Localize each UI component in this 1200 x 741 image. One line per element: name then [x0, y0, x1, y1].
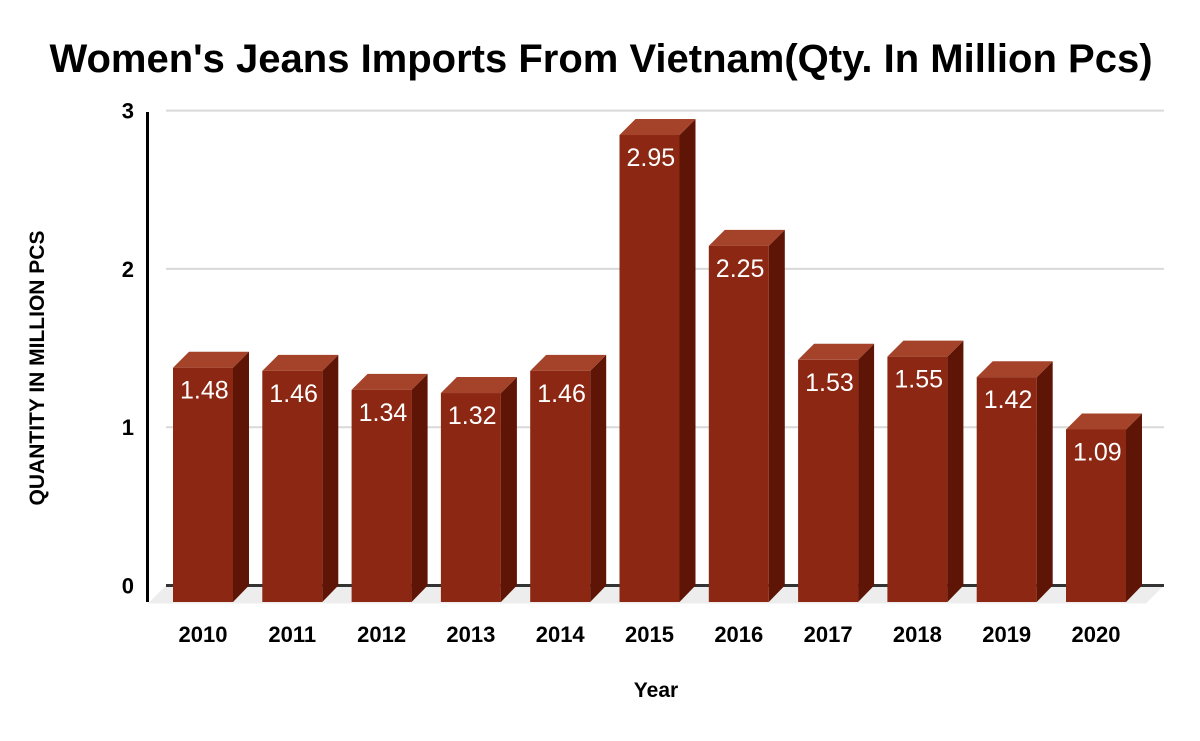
- bar-top-face: [173, 351, 249, 368]
- bar-value-label: 1.09: [1073, 438, 1122, 466]
- bar-value-label: 1.55: [894, 366, 943, 394]
- bar-value-label: 1.34: [359, 399, 408, 427]
- bar-side-face: [947, 340, 964, 602]
- bar-front-face: [798, 359, 859, 602]
- bar-front-face: [887, 356, 948, 602]
- x-axis-label-2020: 2020: [1072, 622, 1121, 647]
- bar-top-face: [798, 343, 875, 360]
- bar-top-face: [530, 354, 607, 371]
- bar-front-face: [708, 245, 769, 602]
- x-axis-label-2016: 2016: [714, 622, 763, 647]
- bar-value-label: 1.48: [180, 377, 229, 405]
- bar-side-face: [411, 373, 428, 602]
- bar-front-face: [351, 389, 412, 602]
- x-axis-title: Year: [634, 679, 678, 702]
- y-tick-label-3: 3: [122, 99, 134, 124]
- bar-top-face: [887, 340, 964, 357]
- bar-side-face: [233, 351, 249, 602]
- x-axis-label-2014: 2014: [536, 622, 586, 647]
- bar-front-face: [619, 135, 680, 602]
- bar-value-label: 1.32: [448, 402, 497, 430]
- chart-title: Women's Jeans Imports From Vietnam(Qty. …: [49, 37, 1152, 81]
- y-tick-label-0: 0: [122, 574, 134, 599]
- bar-2017: 1.53: [798, 343, 875, 602]
- bar-front-face: [976, 377, 1037, 602]
- bar-2013: 1.32: [440, 377, 517, 602]
- x-axis-label-2010: 2010: [179, 622, 228, 647]
- bar-2014: 1.46: [530, 354, 607, 602]
- x-axis-label-2012: 2012: [357, 622, 406, 647]
- bar-top-face: [262, 354, 339, 371]
- bar-side-face: [858, 343, 875, 602]
- bar-front-face: [262, 370, 323, 602]
- bar-series: 1.48 1.46 1.34 1.32 1.46 2.95 2.25 1.53 1.55 1.42…: [173, 119, 1142, 602]
- bar-side-face: [768, 229, 785, 602]
- y-axis-tick-labels: 0 1 2 3: [122, 99, 134, 599]
- bar-side-face: [500, 377, 517, 602]
- bar-side-face: [322, 354, 339, 602]
- x-axis-label-2015: 2015: [625, 622, 674, 647]
- bar-2010: 1.48: [173, 351, 249, 602]
- bar-2018: 1.55: [887, 340, 964, 602]
- bar-2019: 1.42: [976, 361, 1053, 602]
- bar-top-face: [976, 361, 1053, 378]
- bar-side-face: [679, 119, 696, 602]
- bar-top-face: [708, 229, 785, 246]
- bar-side-face: [1036, 361, 1053, 602]
- bar-front-face: [440, 393, 501, 602]
- bar-value-label: 1.46: [537, 380, 586, 408]
- bar-2020: 1.09: [1066, 413, 1142, 602]
- x-axis-labels: 2010 2011 2012 2013 2014 2015 2016 2017 2018 2019…: [179, 622, 1121, 647]
- bar-front-face: [530, 370, 591, 602]
- bar-side-face: [1126, 413, 1142, 602]
- bar-top-face: [440, 377, 517, 394]
- bar-value-label: 2.25: [716, 255, 765, 283]
- bar-front-face: [173, 367, 233, 602]
- x-axis-label-2019: 2019: [982, 622, 1031, 647]
- bar-top-face: [1066, 413, 1142, 430]
- y-axis-title: QUANTITY IN MILLION PCS: [26, 231, 49, 506]
- bar-2012: 1.34: [351, 373, 428, 602]
- bar-side-face: [590, 354, 607, 602]
- bar-2015: 2.95: [619, 119, 696, 602]
- bar-top-face: [351, 373, 428, 390]
- bar-value-label: 1.46: [269, 380, 318, 408]
- y-tick-label-2: 2: [122, 257, 134, 282]
- x-axis-label-2018: 2018: [893, 622, 942, 647]
- bar-value-label: 1.53: [805, 369, 854, 397]
- bar-2011: 1.46: [262, 354, 339, 602]
- bar-2016: 2.25: [708, 229, 785, 602]
- x-axis-label-2013: 2013: [446, 622, 495, 647]
- bar-front-face: [1066, 429, 1126, 602]
- bar-top-face: [619, 119, 696, 136]
- x-axis-label-2017: 2017: [804, 622, 853, 647]
- bar-value-label: 1.42: [984, 386, 1033, 414]
- y-tick-label-1: 1: [122, 415, 134, 440]
- x-axis-label-2011: 2011: [268, 622, 316, 647]
- bar-value-label: 2.95: [627, 144, 676, 172]
